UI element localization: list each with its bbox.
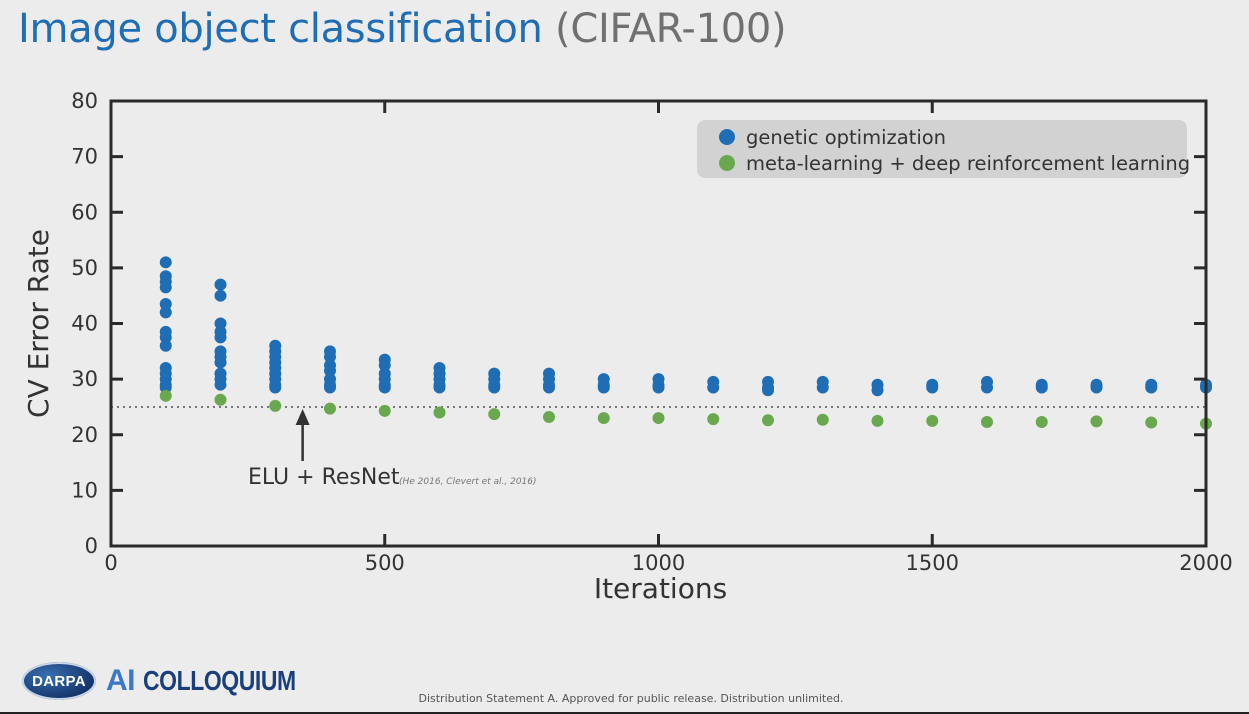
bottom-border: [0, 712, 1249, 714]
y-tick-label: 40: [71, 312, 98, 336]
data-point: [981, 381, 993, 394]
data-point: [269, 399, 282, 412]
data-point: [159, 298, 172, 311]
data-point: [926, 381, 939, 394]
data-point: [214, 289, 227, 302]
data-point: [159, 389, 172, 402]
data-point: [871, 414, 884, 427]
y-axis-label: CV Error Rate: [22, 229, 55, 418]
data-point: [1145, 381, 1158, 394]
legend-marker: [719, 129, 735, 145]
x-tick-label: 1000: [632, 551, 685, 575]
data-point: [378, 359, 391, 372]
legend-marker: [719, 155, 735, 171]
data-point: [1090, 381, 1103, 394]
legend-box: [697, 120, 1187, 178]
data-point: [597, 412, 610, 425]
y-tick-label: 50: [71, 256, 98, 280]
darpa-ai-colloquium-logo: DARPA AI COLLOQUIUM: [22, 660, 329, 702]
data-point: [1090, 415, 1103, 428]
data-point: [324, 402, 336, 415]
data-point: [214, 378, 227, 391]
x-tick-label: 1500: [906, 551, 959, 575]
annotation-label: ELU + ResNet: [248, 465, 400, 490]
data-point: [707, 381, 720, 394]
data-point: [707, 413, 720, 426]
y-tick-label: 80: [71, 89, 98, 113]
x-tick-label: 0: [104, 551, 117, 575]
legend: genetic optimization meta-learning + deep…: [697, 120, 1190, 178]
data-point: [214, 331, 227, 344]
data-point: [1145, 416, 1158, 429]
data-point: [543, 410, 555, 423]
title-subtitle: (CIFAR-100): [555, 6, 787, 52]
data-point: [762, 384, 774, 397]
data-point: [652, 412, 665, 425]
data-point: [1035, 415, 1048, 428]
legend-label: genetic optimization: [746, 126, 946, 149]
data-point: [433, 381, 446, 394]
data-point: [324, 381, 336, 394]
data-point: [324, 364, 336, 377]
y-tick-label: 60: [71, 200, 98, 224]
data-point: [269, 381, 282, 394]
data-point: [324, 350, 336, 363]
data-point: [433, 406, 446, 419]
data-point: [159, 331, 172, 344]
series-1: [159, 256, 1212, 397]
data-point: [159, 306, 172, 319]
data-point: [1035, 381, 1048, 394]
data-point: [543, 381, 555, 394]
y-tick-label: 10: [71, 478, 98, 502]
annotation-citation: (He 2016, Clevert et al., 2016): [399, 477, 537, 487]
data-point: [871, 384, 884, 397]
data-point: [488, 408, 501, 421]
data-point: [378, 404, 391, 417]
data-point: [816, 413, 829, 426]
logo-colloquium-text: COLLOQUIUM: [143, 665, 296, 696]
data-point: [214, 278, 227, 291]
logo-ai-text: AI: [106, 664, 136, 697]
annotation: ELU + ResNet (He 2016, Clevert et al., 20…: [248, 408, 537, 490]
distribution-statement: Distribution Statement A. Approved for p…: [418, 692, 844, 705]
x-tick-label: 500: [365, 551, 405, 575]
data-point: [378, 381, 391, 394]
data-point: [214, 393, 227, 406]
darpa-badge-logo: DARPA: [22, 662, 96, 700]
data-point: [926, 414, 939, 427]
y-tick-label: 0: [85, 534, 98, 558]
legend-label: meta-learning + deep reinforcement learn…: [746, 152, 1190, 175]
data-point: [159, 339, 172, 352]
data-point: [214, 356, 227, 369]
data-point: [214, 317, 227, 330]
annotation-arrowhead: [295, 408, 310, 425]
title-main: Image object classification: [18, 6, 543, 52]
y-tick-label: 70: [71, 145, 98, 169]
y-tick-label: 20: [71, 423, 98, 447]
data-point: [159, 281, 172, 294]
series-2: [159, 389, 1212, 430]
data-point: [159, 256, 172, 269]
data-point: [652, 381, 665, 394]
data-point: [816, 381, 829, 394]
data-point: [159, 381, 172, 394]
data-point: [762, 414, 774, 427]
slide-title: Image object classification (CIFAR-100): [18, 4, 787, 54]
data-point: [597, 381, 610, 394]
y-tick-label: 30: [71, 367, 98, 391]
x-axis-label: Iterations: [594, 572, 727, 605]
data-point: [981, 415, 993, 428]
data-point: [488, 381, 501, 394]
x-tick-label: 2000: [1179, 551, 1232, 575]
